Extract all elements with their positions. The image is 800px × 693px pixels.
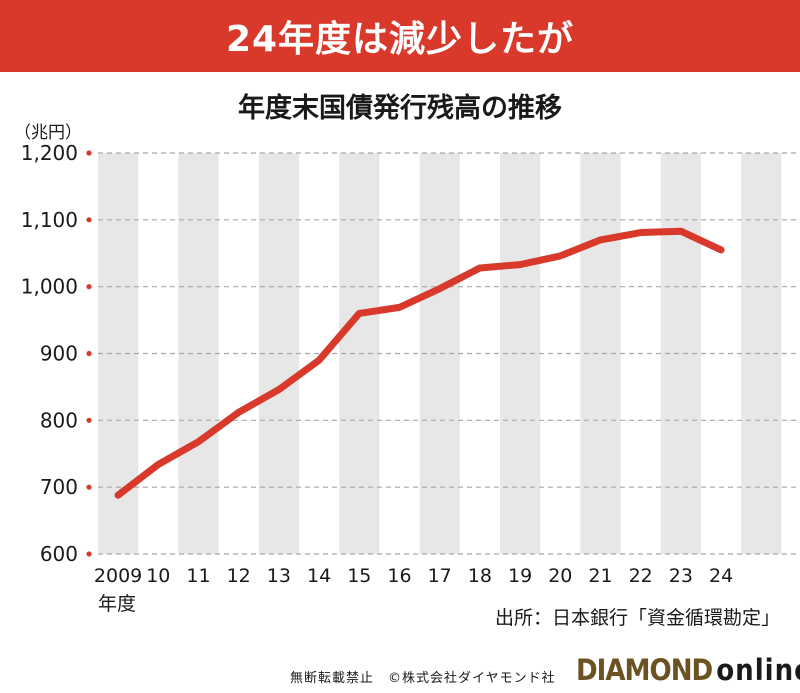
y-tick-label: 900 (40, 342, 78, 366)
y-axis-unit-label: （兆円） (14, 123, 82, 143)
brand-logo-main: DIAMOND (576, 653, 713, 687)
banner-title: 24年度は減少したが (225, 19, 575, 60)
y-tick-dot (86, 484, 92, 490)
y-tick-label: 1,000 (21, 275, 78, 299)
y-tick-label: 1,200 (21, 141, 78, 165)
x-tick-label: 11 (186, 565, 210, 587)
y-tick-label: 600 (40, 542, 78, 566)
x-tick-label: 21 (588, 565, 612, 587)
x-tick-label: 17 (428, 565, 452, 587)
y-tick-dot (86, 551, 92, 557)
source-note: 出所：日本銀行「資金循環勘定」 (494, 607, 780, 629)
x-tick-label: 22 (629, 565, 653, 587)
x-tick-label: 19 (508, 565, 532, 587)
chart-title: 年度末国債発行残高の推移 (238, 93, 562, 124)
x-tick-label: 10 (146, 565, 170, 587)
x-tick-label: 20 (548, 565, 572, 587)
y-tick-label: 1,100 (21, 208, 78, 232)
x-axis: 2009 10 11 12 13 14 15 16 17 18 19 20 21 22 23 24 (94, 565, 733, 587)
x-tick-label: 16 (387, 565, 411, 587)
x-tick-label: 15 (347, 565, 371, 587)
x-tick-label: 2009 (94, 565, 142, 587)
x-tick-label: 23 (669, 565, 693, 587)
x-axis-label: 年度 (98, 593, 137, 615)
x-tick-label: 14 (307, 565, 331, 587)
y-tick-label: 800 (40, 408, 78, 432)
y-tick-dot (86, 350, 92, 357)
copyright-notice: 無断転載禁止 ©株式会社ダイヤモンド社 (290, 671, 556, 686)
brand-logo-sub: online (716, 653, 800, 687)
x-tick-label: 12 (227, 565, 251, 587)
y-tick-dot (86, 150, 92, 156)
x-tick-label: 24 (709, 565, 733, 587)
y-tick-dot (86, 217, 92, 223)
footer: 無断転載禁止 ©株式会社ダイヤモンド社 DIAMONDonline (0, 649, 800, 693)
series-lines (114, 227, 725, 499)
y-axis: 600 700 800 900 1,000 1,100 1,200 (21, 141, 92, 566)
y-tick-dot (86, 417, 92, 423)
y-tick-dot (86, 284, 92, 290)
brand-logo: DIAMONDonline (576, 653, 800, 687)
x-tick-label: 18 (468, 565, 492, 587)
x-tick-label: 13 (267, 565, 291, 587)
y-tick-label: 700 (40, 475, 78, 499)
series-line (114, 227, 725, 499)
header-banner: 24年度は減少したが (0, 0, 800, 72)
